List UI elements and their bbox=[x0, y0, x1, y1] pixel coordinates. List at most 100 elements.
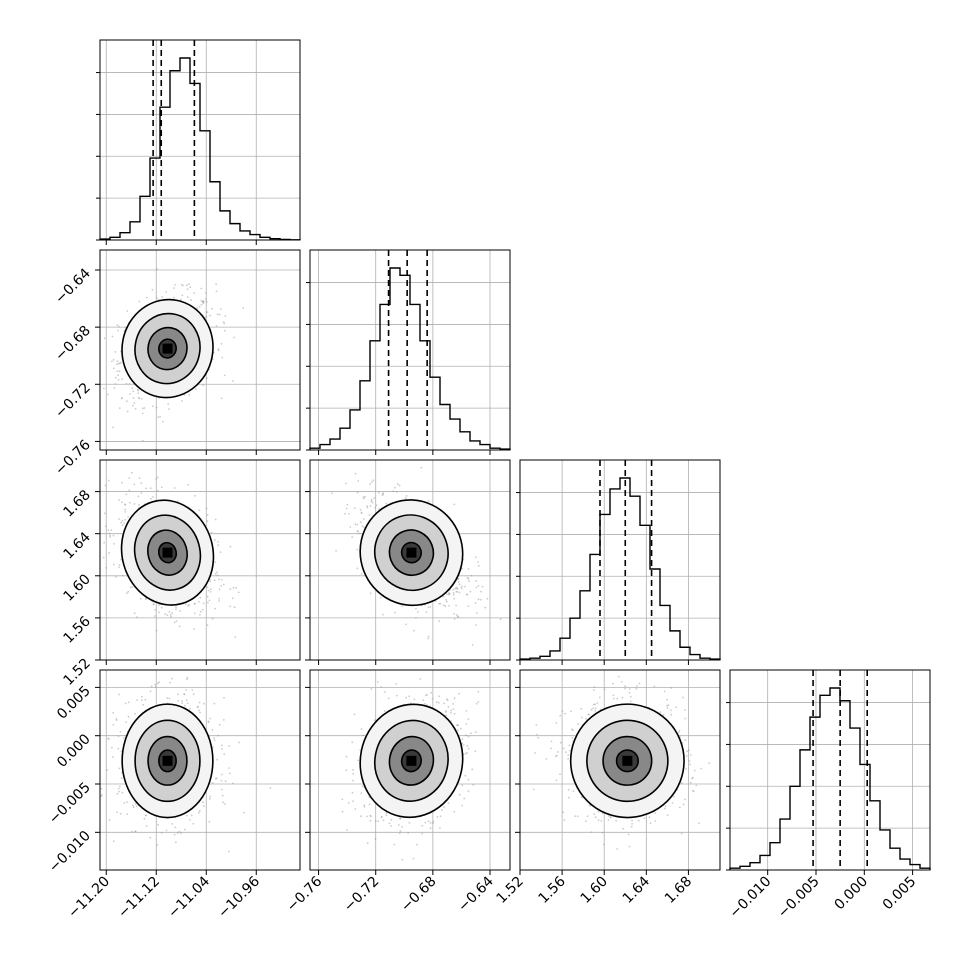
sample-point bbox=[269, 787, 272, 789]
sample-point bbox=[353, 507, 356, 509]
sample-point bbox=[142, 407, 144, 410]
sample-point bbox=[221, 748, 223, 750]
sample-point bbox=[198, 305, 201, 308]
sample-point bbox=[708, 762, 711, 764]
sample-point bbox=[405, 623, 407, 626]
sample-point bbox=[437, 701, 440, 704]
sample-point bbox=[349, 526, 352, 528]
sample-point bbox=[218, 723, 221, 726]
sample-point bbox=[132, 397, 135, 399]
sample-point bbox=[152, 405, 154, 408]
sample-point bbox=[223, 696, 225, 699]
sample-point bbox=[121, 519, 124, 522]
sample-point bbox=[108, 552, 110, 554]
sample-point bbox=[149, 487, 152, 490]
sample-point bbox=[464, 585, 466, 588]
sample-point bbox=[208, 797, 211, 800]
sample-point bbox=[129, 501, 131, 504]
sample-point bbox=[133, 483, 136, 486]
sample-point bbox=[208, 820, 211, 823]
sample-point bbox=[128, 477, 131, 479]
sample-point bbox=[194, 494, 196, 497]
sample-point bbox=[156, 297, 158, 299]
sample-point bbox=[471, 644, 474, 646]
sample-point bbox=[477, 584, 480, 587]
sample-point bbox=[597, 819, 600, 822]
sample-point bbox=[197, 601, 200, 603]
panel-frame bbox=[99, 459, 301, 661]
sample-point bbox=[401, 858, 404, 861]
sample-point bbox=[243, 811, 245, 814]
sample-point bbox=[116, 363, 118, 366]
sample-point bbox=[132, 806, 135, 809]
sample-point bbox=[209, 717, 211, 720]
sample-point bbox=[360, 728, 363, 730]
sample-point bbox=[427, 820, 430, 823]
sample-point bbox=[393, 843, 396, 846]
sample-point bbox=[121, 481, 123, 484]
panel-frame bbox=[99, 669, 301, 871]
sample-point bbox=[362, 734, 365, 737]
sample-point bbox=[398, 832, 401, 835]
sample-point bbox=[149, 836, 152, 839]
sample-point bbox=[390, 819, 393, 821]
y-tick-label: −0.68 bbox=[52, 323, 94, 365]
sample-point bbox=[420, 466, 423, 469]
sample-point bbox=[203, 702, 205, 705]
sample-point bbox=[184, 603, 187, 606]
panel-1-1 bbox=[306, 249, 511, 455]
sample-point bbox=[465, 710, 468, 712]
sample-point bbox=[215, 325, 218, 327]
sample-point bbox=[185, 689, 188, 691]
sample-point bbox=[369, 505, 372, 507]
sample-point bbox=[116, 811, 118, 814]
sample-point bbox=[354, 472, 357, 475]
sample-point bbox=[486, 597, 489, 600]
sample-point bbox=[425, 694, 427, 697]
sample-point bbox=[360, 815, 362, 818]
sample-point bbox=[173, 287, 176, 289]
sample-point bbox=[125, 721, 127, 723]
sample-point bbox=[662, 713, 665, 716]
sample-point bbox=[164, 613, 167, 615]
sample-point bbox=[466, 752, 469, 754]
sample-point bbox=[157, 416, 160, 419]
sample-point bbox=[401, 605, 404, 607]
sample-point bbox=[193, 602, 196, 605]
sample-point bbox=[593, 703, 595, 706]
sample-point bbox=[184, 704, 186, 707]
sample-point bbox=[681, 782, 683, 785]
sample-point bbox=[217, 349, 220, 352]
sample-point bbox=[214, 539, 216, 542]
sample-point bbox=[189, 707, 192, 710]
sample-point bbox=[442, 604, 445, 607]
sample-point bbox=[137, 495, 140, 498]
sample-point bbox=[118, 407, 121, 409]
x-tick-label: −0.68 bbox=[398, 874, 440, 916]
sample-point bbox=[346, 829, 349, 831]
x-tick-label: −0.76 bbox=[284, 873, 326, 915]
sample-point bbox=[368, 514, 371, 517]
sample-point bbox=[427, 635, 430, 638]
sample-point bbox=[180, 832, 183, 835]
sample-point bbox=[399, 817, 401, 820]
sample-point bbox=[112, 724, 115, 726]
sample-point bbox=[242, 307, 245, 309]
sample-point bbox=[175, 841, 177, 844]
sample-point bbox=[112, 756, 114, 758]
sample-point bbox=[443, 702, 445, 705]
sample-point bbox=[207, 589, 210, 592]
sample-point bbox=[136, 616, 138, 618]
sample-point bbox=[445, 598, 447, 601]
sample-point bbox=[197, 811, 200, 814]
sample-point bbox=[352, 768, 354, 771]
sample-point bbox=[458, 692, 461, 695]
sample-point bbox=[455, 614, 458, 616]
sample-point bbox=[458, 583, 461, 586]
sample-point bbox=[399, 830, 402, 832]
sample-point bbox=[394, 486, 396, 489]
sample-point bbox=[223, 753, 226, 755]
sample-point bbox=[196, 307, 199, 310]
x-tick-label: −10.96 bbox=[215, 873, 263, 921]
sample-point bbox=[675, 706, 678, 709]
